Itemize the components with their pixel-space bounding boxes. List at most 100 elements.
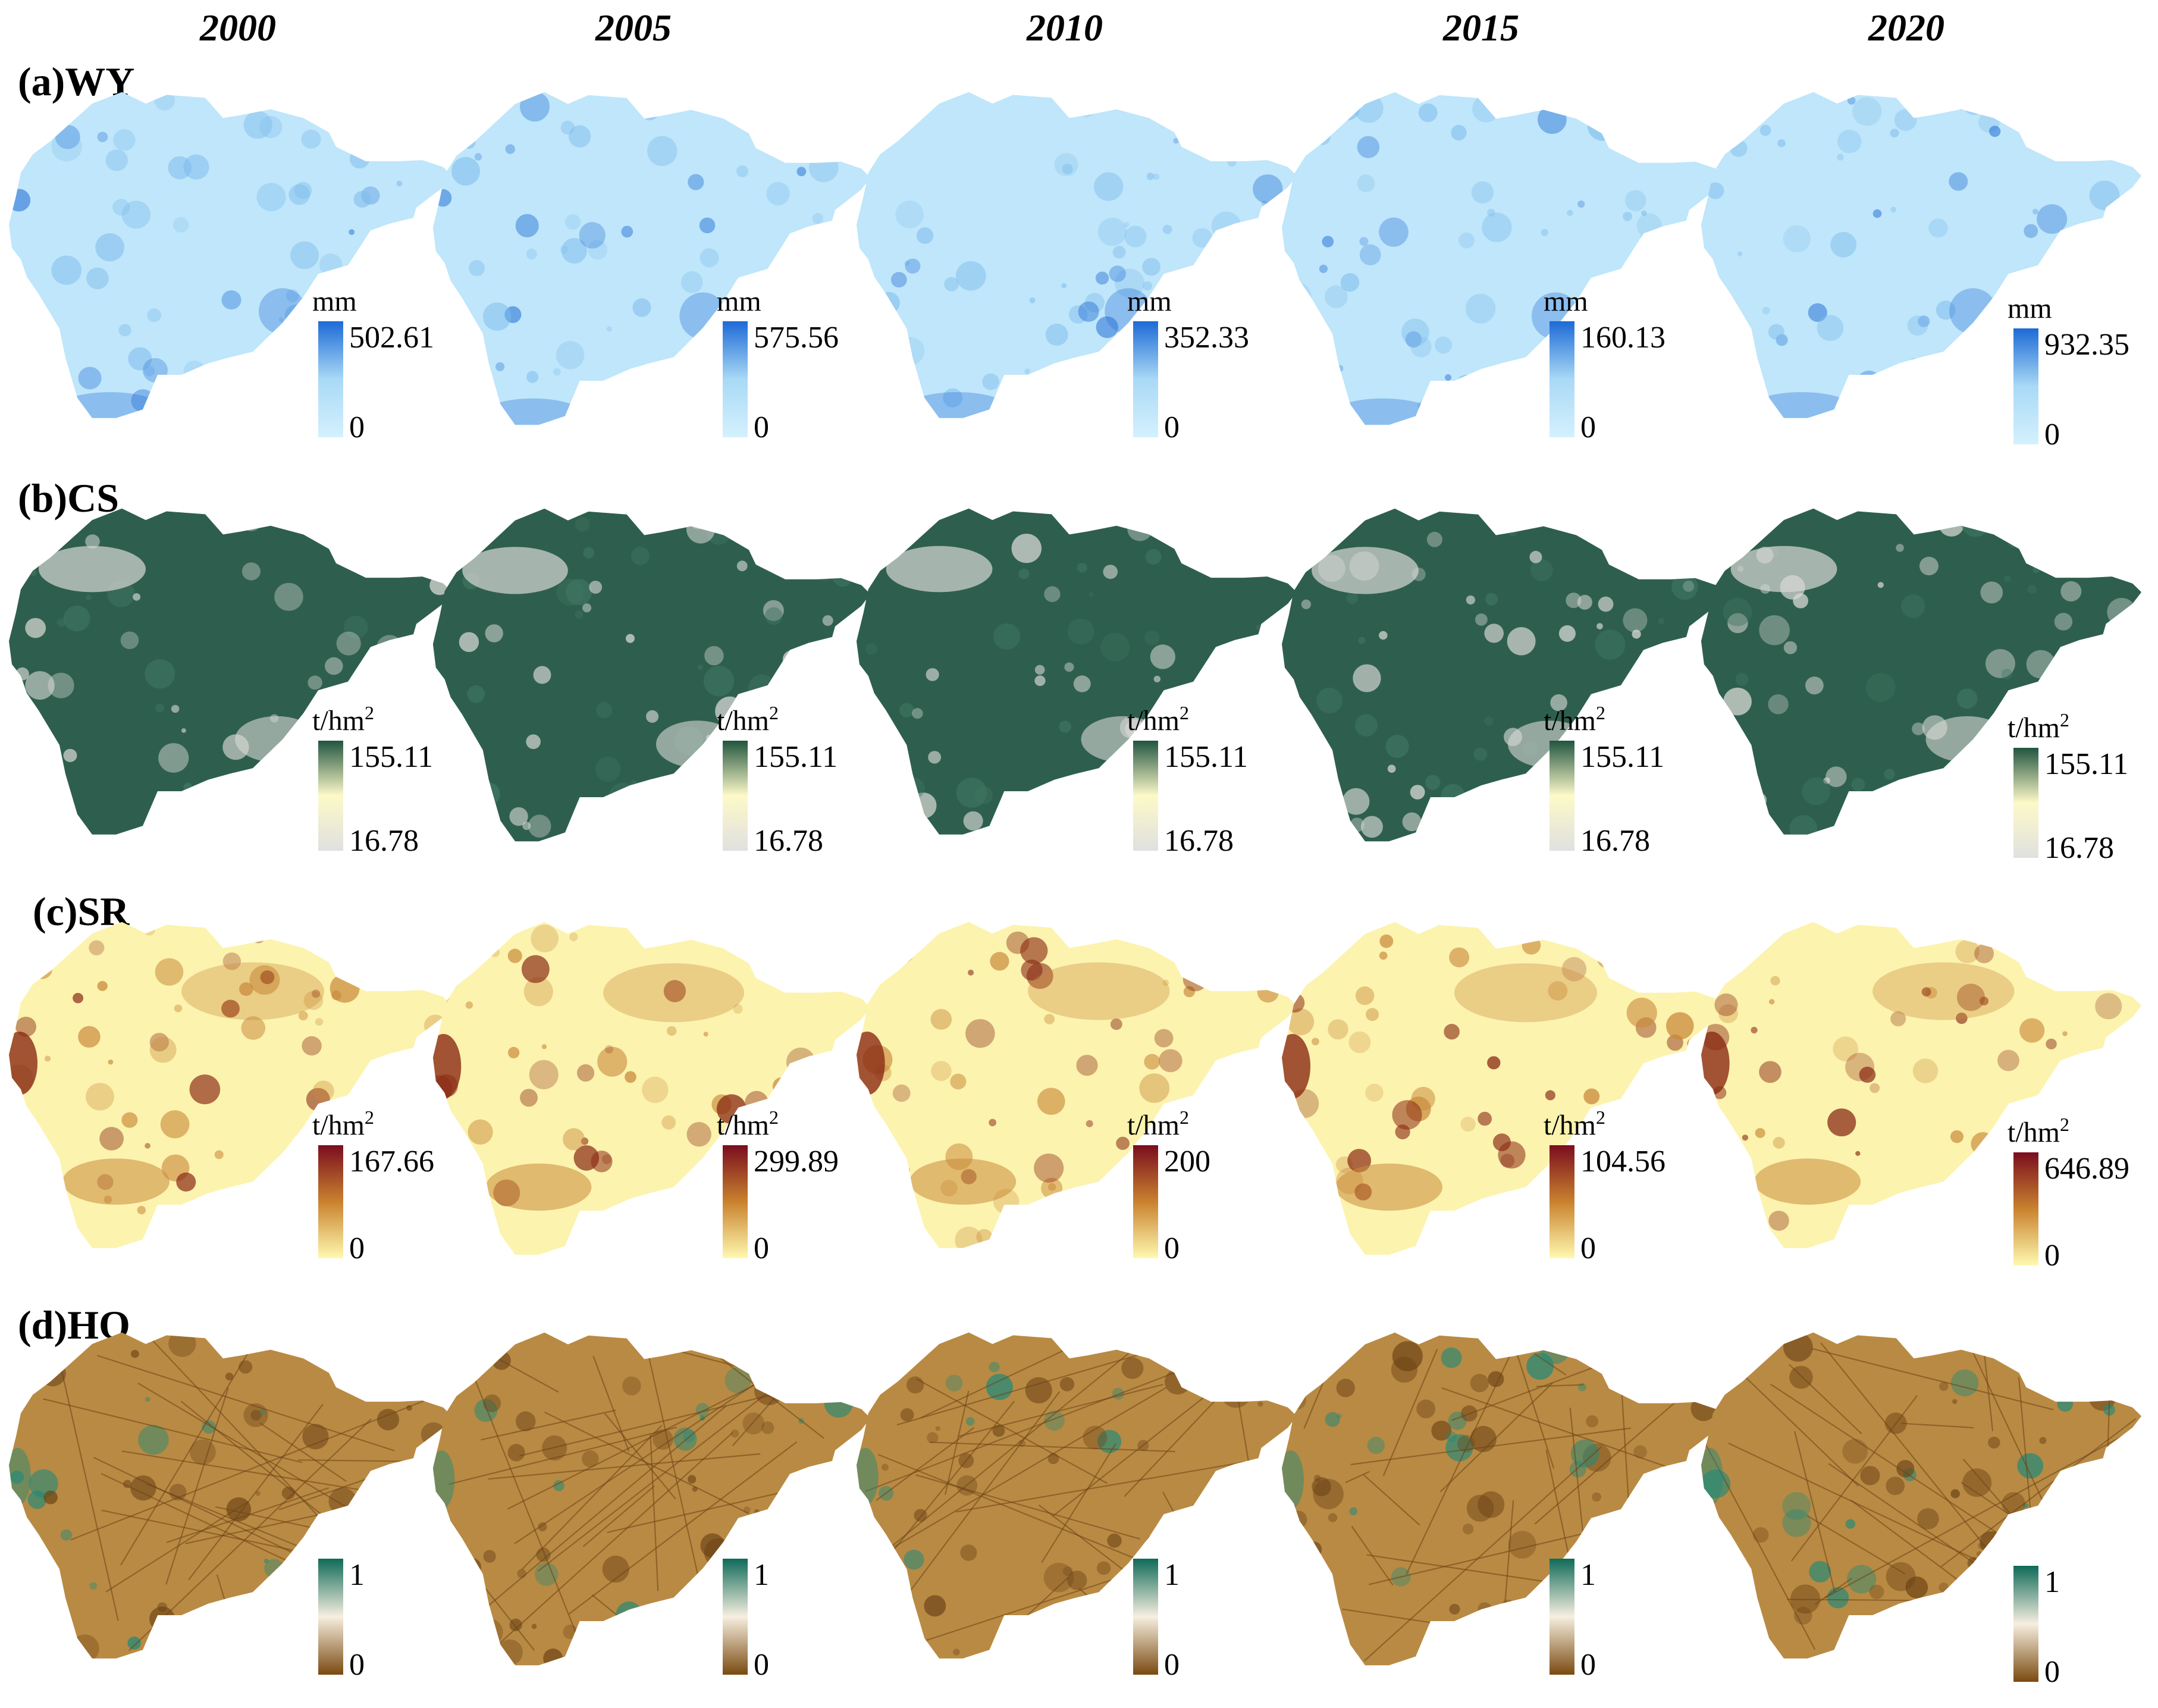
- legend-min-label: 0: [754, 1648, 769, 1682]
- legend-unit: t/hm2: [2008, 1114, 2069, 1148]
- map-panel-dhq-2020: [1701, 1332, 2142, 1659]
- legend-min-label: 0: [1164, 1231, 1180, 1265]
- legend-awy-2015: mm 160.13 0: [1544, 286, 1665, 444]
- legend-max-label: 1: [2044, 1565, 2060, 1599]
- map-panel-awy-2000: [9, 92, 452, 418]
- legend-awy-2010: mm 352.33 0: [1127, 286, 1249, 444]
- legend-color-bar: [2013, 1566, 2038, 1682]
- legend-unit: t/hm2: [2008, 709, 2069, 744]
- year-heading-2010: 2010: [1026, 7, 1103, 49]
- legend-csr-2010: t/hm2 200 0: [1127, 1107, 1210, 1265]
- legend-max-label: 155.11: [1580, 740, 1664, 774]
- legend-color-bar: [318, 741, 343, 851]
- legend-min-label: 0: [754, 410, 769, 444]
- legend-min-label: 0: [1580, 1231, 1596, 1265]
- legend-dhq-2005: 10: [723, 1558, 769, 1682]
- legend-max-label: 200: [1164, 1145, 1210, 1179]
- legend-min-label: 16.78: [1580, 824, 1650, 858]
- legend-unit: t/hm2: [1127, 702, 1189, 737]
- legend-unit: t/hm2: [1544, 1107, 1605, 1141]
- legend-unit: t/hm2: [717, 702, 779, 737]
- legend-color-bar: [318, 1559, 343, 1675]
- legend-color-bar: [723, 741, 748, 851]
- map-panel-bcs-2015: [1282, 508, 1725, 842]
- legend-color-bar: [318, 1145, 343, 1258]
- year-heading-2000: 2000: [199, 7, 276, 49]
- legend-max-label: 155.11: [754, 740, 838, 774]
- legend-min-label: 0: [1580, 1648, 1596, 1682]
- map-panel-dhq-2005: [432, 1332, 871, 1666]
- map-panel-awy-2015: [1282, 92, 1725, 425]
- legend-max-label: 1: [754, 1558, 769, 1592]
- legend-max-label: 1: [1164, 1558, 1180, 1592]
- legend-max-label: 352.33: [1164, 321, 1249, 355]
- legend-unit: mm: [717, 286, 761, 317]
- map-panel-csr-2005: [432, 922, 871, 1255]
- map-panel-csr-2015: [1282, 922, 1725, 1255]
- map-panel-awy-2010: [856, 92, 1297, 418]
- legend-color-bar: [1133, 1559, 1158, 1675]
- map-panel-awy-2005: [432, 92, 871, 425]
- legend-max-label: 932.35: [2044, 328, 2129, 362]
- legend-max-label: 1: [349, 1558, 365, 1592]
- legend-max-label: 575.56: [754, 321, 839, 355]
- legend-csr-2015: t/hm2 104.56 0: [1544, 1107, 1665, 1265]
- legend-color-bar: [723, 321, 748, 437]
- legend-unit: t/hm2: [312, 702, 374, 737]
- legend-min-label: 16.78: [349, 824, 419, 858]
- map-panel-bcs-2000: [9, 508, 452, 835]
- legend-color-bar: [2013, 1152, 2038, 1265]
- year-heading-2015: 2015: [1442, 7, 1519, 49]
- map-panel-csr-2000: [9, 922, 452, 1248]
- map-region: [1701, 92, 2142, 418]
- legend-min-label: 0: [1580, 410, 1596, 444]
- legend-awy-2005: mm 575.56 0: [717, 286, 839, 444]
- legend-max-label: 155.11: [349, 740, 433, 774]
- legend-color-bar: [1133, 1145, 1158, 1258]
- legend-unit: t/hm2: [312, 1107, 374, 1141]
- legend-unit: mm: [1544, 286, 1588, 317]
- legend-dhq-2020: 10: [2013, 1565, 2060, 1689]
- map-panel-dhq-2000: [9, 1332, 452, 1659]
- legend-min-label: 0: [1164, 410, 1180, 444]
- map-region: [1282, 92, 1725, 425]
- legend-unit: t/hm2: [717, 1107, 779, 1141]
- legend-max-label: 160.13: [1580, 321, 1665, 355]
- legend-max-label: 299.89: [754, 1145, 839, 1179]
- map-panel-bcs-2010: [856, 508, 1297, 835]
- year-heading-2020: 2020: [1868, 7, 1944, 49]
- legend-color-bar: [318, 321, 343, 437]
- legend-min-label: 0: [1164, 1648, 1180, 1682]
- legend-color-bar: [1133, 741, 1158, 851]
- map-panel-bcs-2020: [1701, 508, 2142, 835]
- map-panel-bcs-2005: [432, 508, 871, 842]
- legend-dhq-2000: 10: [318, 1558, 365, 1682]
- legend-max-label: 155.11: [1164, 740, 1248, 774]
- legend-csr-2000: t/hm2 167.66 0: [312, 1107, 434, 1265]
- legend-min-label: 0: [2044, 418, 2060, 452]
- legend-min-label: 0: [349, 410, 365, 444]
- legend-min-label: 16.78: [2044, 831, 2114, 865]
- legend-color-bar: [723, 1559, 748, 1675]
- legend-max-label: 1: [1580, 1558, 1596, 1592]
- legend-csr-2005: t/hm2 299.89 0: [717, 1107, 839, 1265]
- map-panel-awy-2020: [1701, 92, 2142, 418]
- legend-max-label: 502.61: [349, 321, 434, 355]
- legend-color-bar: [2013, 328, 2038, 444]
- legend-csr-2020: t/hm2 646.89 0: [2008, 1114, 2129, 1273]
- legend-min-label: 0: [349, 1231, 365, 1265]
- legend-color-bar: [2013, 748, 2038, 858]
- map-panel-dhq-2015: [1282, 1332, 1725, 1666]
- legend-max-label: 646.89: [2044, 1152, 2129, 1186]
- legend-color-bar: [1133, 321, 1158, 437]
- legend-unit: t/hm2: [1544, 702, 1605, 737]
- legend-dhq-2010: 10: [1133, 1558, 1180, 1682]
- legend-min-label: 0: [2044, 1239, 2060, 1273]
- legend-max-label: 155.11: [2044, 747, 2128, 781]
- legend-color-bar: [1550, 1145, 1574, 1258]
